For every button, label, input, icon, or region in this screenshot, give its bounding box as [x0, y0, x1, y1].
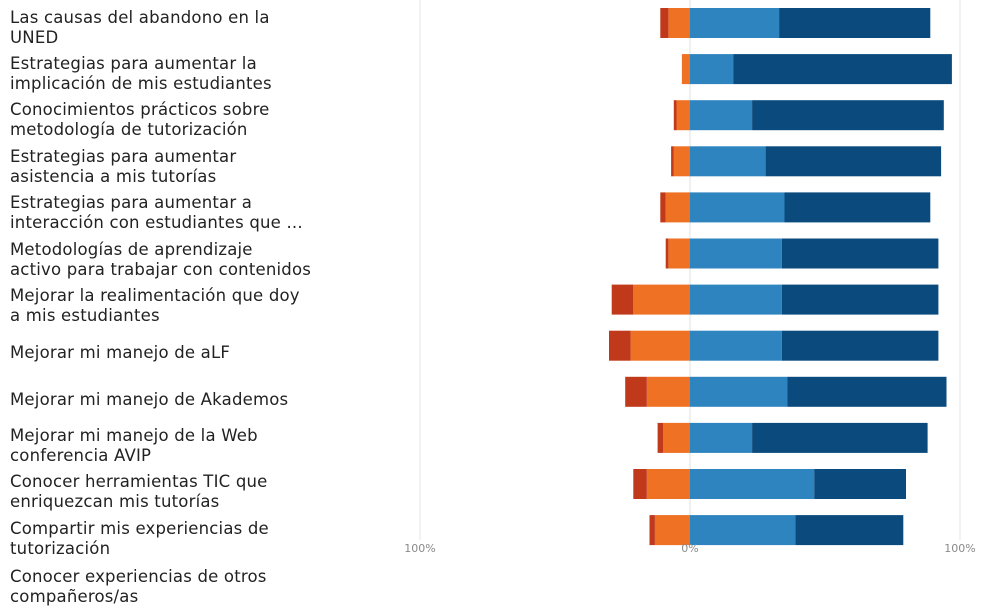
- bar-segment-positive: [690, 238, 782, 269]
- bar-segment-positive: [690, 100, 753, 131]
- category-label: Conocer experiencias de otros compañeros…: [10, 567, 267, 606]
- bar-segment-negative: [633, 469, 647, 499]
- bar-segment-positive: [690, 515, 796, 546]
- bar-segment-positive: [690, 284, 782, 315]
- bar-segment-positive: [752, 100, 944, 131]
- bar-segment-negative: [657, 422, 663, 453]
- bar-segment-negative: [668, 8, 690, 38]
- bar-segment-positive: [781, 330, 939, 361]
- category-label: Conocimientos prácticos sobre metodologí…: [10, 100, 270, 139]
- bar-segment-positive: [787, 376, 947, 407]
- x-tick-label: 100%: [944, 542, 975, 555]
- bar-segment-negative: [646, 376, 690, 407]
- bar-segment-negative: [646, 469, 690, 499]
- x-tick-label: 100%: [404, 542, 435, 555]
- bar-segment-negative: [654, 515, 690, 546]
- bar-segment-negative: [665, 238, 669, 269]
- category-label: Mejorar mi manejo de Akademos: [10, 390, 289, 409]
- category-label: Mejorar mi manejo de aLF: [10, 343, 231, 362]
- bar-segment-negative: [676, 100, 690, 131]
- bar-segment-negative: [663, 422, 690, 453]
- bar-segment-negative: [668, 238, 690, 269]
- bar-segment-positive: [690, 8, 780, 38]
- category-label: Mejorar la realimentación que doy a mis …: [10, 286, 300, 325]
- bar-segment-negative: [673, 146, 690, 177]
- x-tick-label: 0%: [681, 542, 698, 555]
- bar-segment-negative: [649, 515, 655, 546]
- bar-segment-positive: [752, 422, 928, 453]
- bar-segment-positive: [779, 8, 931, 38]
- category-label: Estrategias para aumentar a interacción …: [10, 193, 303, 232]
- bar-segment-negative: [630, 330, 690, 361]
- bar-segment-positive: [690, 146, 766, 177]
- category-label: Mejorar mi manejo de la Web conferencia …: [10, 426, 258, 465]
- bar-segment-positive: [765, 146, 942, 177]
- bar-segment-positive: [733, 54, 952, 85]
- bar-segment-negative: [660, 192, 666, 223]
- category-label: Las causas del abandono en la UNED: [10, 8, 270, 47]
- bar-segment-negative: [671, 146, 674, 177]
- bar-segment-negative: [625, 376, 647, 407]
- bar-segment-positive: [690, 376, 788, 407]
- category-label: Metodologías de aprendizaje activo para …: [10, 240, 312, 279]
- bar-segment-positive: [690, 469, 815, 499]
- bar-segment-positive: [781, 238, 939, 269]
- bar-segment-negative: [611, 284, 634, 315]
- bar-segment-negative: [660, 8, 669, 38]
- bar-segment-negative: [681, 54, 690, 85]
- bar-segment-negative: [673, 100, 677, 131]
- bar-segment-negative: [633, 284, 690, 315]
- bar-segment-positive: [814, 469, 906, 499]
- bar-segment-positive: [690, 54, 734, 85]
- category-label: Conocer herramientas TIC que enriquezcan…: [10, 472, 268, 511]
- category-label: Compartir mis experiencias de tutorizaci…: [10, 519, 269, 558]
- bar-segment-positive: [781, 284, 939, 315]
- category-label: Estrategias para aumentar la implicación…: [10, 54, 272, 93]
- bar-segment-positive: [784, 192, 931, 223]
- bar-segment-negative: [665, 192, 690, 223]
- bar-segment-positive: [690, 330, 782, 361]
- bar-segment-positive: [690, 192, 785, 223]
- category-labels: Las causas del abandono en la UNED Estrat…: [0, 0, 400, 608]
- category-label: Estrategias para aumentar asistencia a m…: [10, 147, 237, 186]
- bar-segment-negative: [609, 330, 631, 361]
- bar-segment-positive: [795, 515, 904, 546]
- bar-segment-positive: [690, 422, 753, 453]
